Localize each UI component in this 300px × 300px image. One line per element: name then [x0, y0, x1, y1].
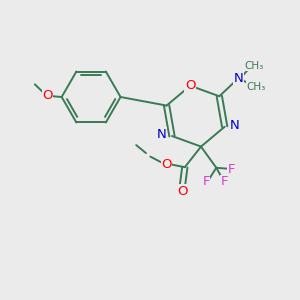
Text: N: N — [230, 119, 240, 132]
Text: F: F — [228, 163, 236, 176]
Text: O: O — [42, 89, 53, 102]
Text: F: F — [202, 176, 210, 188]
Text: O: O — [161, 158, 172, 171]
Text: O: O — [185, 79, 196, 92]
Text: N: N — [234, 71, 243, 85]
Text: CH₃: CH₃ — [244, 61, 263, 70]
Text: O: O — [177, 185, 188, 198]
Text: F: F — [221, 176, 228, 188]
Text: CH₃: CH₃ — [247, 82, 266, 92]
Text: N: N — [157, 128, 167, 141]
